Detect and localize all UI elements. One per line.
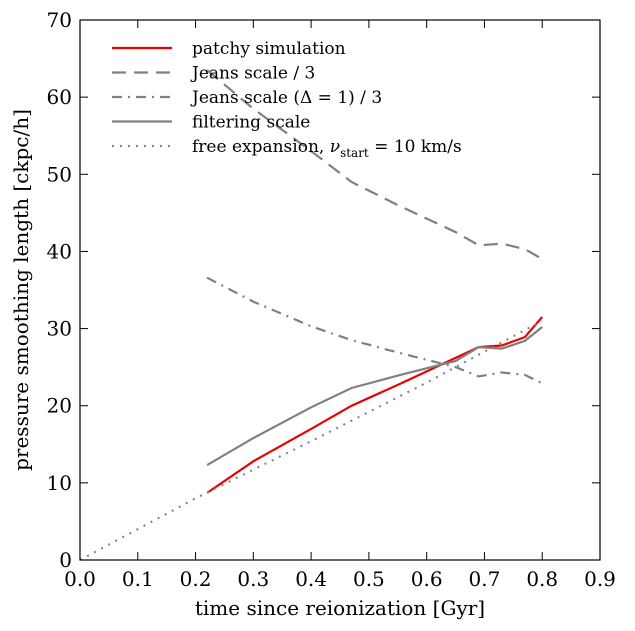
legend-label-jeans-scale-delta: Jeans scale (Δ = 1) / 3 (190, 88, 382, 108)
x-tick-label: 0.8 (526, 567, 558, 591)
y-tick-label: 10 (47, 471, 72, 495)
legend-label-free-expansion: free expansion, νstart = 10 km/s (192, 137, 462, 160)
y-tick-label: 40 (47, 239, 72, 263)
legend-label-filtering-scale: filtering scale (192, 113, 310, 133)
x-tick-label: 0.0 (64, 567, 96, 591)
legend-label-jeans-scale: Jeans scale / 3 (190, 64, 315, 84)
x-tick-label: 0.1 (122, 567, 154, 591)
y-tick-label: 20 (47, 394, 72, 418)
legend-label-free-expansion-sub: start (340, 146, 369, 160)
x-tick-label: 0.4 (295, 567, 327, 591)
legend-label-free-expansion-main: free expansion, (192, 137, 330, 157)
y-axis-label: pressure smoothing length [ckpc/h] (9, 109, 33, 471)
legend-label-free-expansion-rest: = 10 km/s (369, 137, 462, 157)
y-tick-label: 70 (47, 8, 72, 32)
series-line-free-expansion-start-10-km-s (79, 320, 543, 561)
x-tick-label: 0.5 (353, 567, 385, 591)
legend: patchy simulation Jeans scale / 3 Jeans … (112, 39, 462, 160)
ticks-layer: 0.0 0.1 0.2 0.3 0.4 0.5 0.6 0.7 0.8 0.9 0 10 20 30 40 5… (47, 8, 616, 591)
x-tick-label: 0.9 (584, 567, 616, 591)
plot-frame (79, 19, 601, 561)
series-line-jeans-scale-3 (206, 69, 543, 261)
legend-label-free-expansion-nu: ν (330, 137, 340, 157)
y-tick-label: 50 (47, 162, 72, 186)
x-tick-label: 0.2 (180, 567, 212, 591)
x-axis-label: time since reionization [Gyr] (195, 596, 485, 620)
y-tick-label: 60 (47, 85, 72, 109)
x-tick-label: 0.7 (469, 567, 501, 591)
series-line-jeans-scale-1-3 (206, 276, 543, 385)
y-tick-label: 0 (59, 548, 72, 572)
x-tick-label: 0.6 (411, 567, 443, 591)
series-layer (79, 69, 544, 561)
y-tick-label: 30 (47, 317, 72, 341)
legend-label-patchy-simulation: patchy simulation (192, 39, 346, 59)
series-line-patchy-simulation (206, 316, 544, 494)
series-line-filtering-scale (206, 326, 543, 467)
x-tick-label: 0.3 (237, 567, 269, 591)
